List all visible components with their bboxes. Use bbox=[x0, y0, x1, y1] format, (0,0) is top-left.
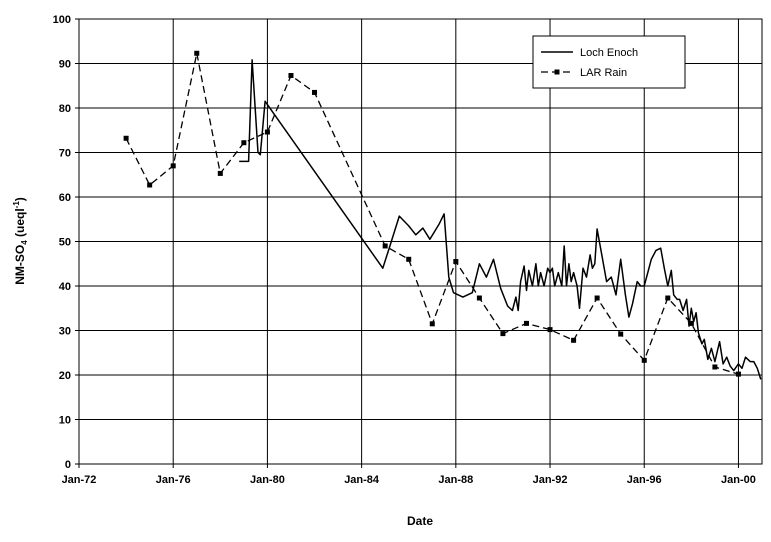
lar-rain-point bbox=[123, 135, 129, 141]
y-tick-label: 100 bbox=[53, 14, 71, 26]
lar-rain-point bbox=[429, 321, 435, 327]
lar-rain-point bbox=[264, 129, 270, 135]
lar-rain-point bbox=[500, 331, 506, 337]
y-tick-label: 70 bbox=[59, 148, 71, 160]
y-axis-title-sub: 4 bbox=[20, 240, 29, 245]
y-axis-title-sup: -1 bbox=[12, 201, 21, 209]
series-line-loch-enoch bbox=[239, 59, 762, 380]
lar-rain-point bbox=[571, 337, 577, 343]
y-tick-label: 80 bbox=[59, 103, 71, 115]
lar-rain-point bbox=[194, 50, 200, 56]
lar-rain-point bbox=[406, 256, 412, 262]
y-axis-title-unit: (ueql bbox=[13, 208, 27, 240]
lar-rain-point bbox=[523, 320, 529, 326]
y-axis-title-main: NM-SO bbox=[13, 245, 27, 285]
lar-rain-point bbox=[735, 371, 741, 377]
lar-rain-point bbox=[547, 327, 553, 333]
y-tick-label: 0 bbox=[65, 459, 71, 471]
lar-rain-point bbox=[382, 243, 388, 249]
x-tick-label: Jan-92 bbox=[533, 474, 568, 486]
y-tick-label: 10 bbox=[59, 415, 71, 427]
legend-marker-lar-rain bbox=[554, 69, 560, 75]
lar-rain-point bbox=[312, 89, 318, 95]
lar-rain-point bbox=[618, 331, 624, 337]
y-tick-label: 40 bbox=[59, 281, 71, 293]
lar-rain-point bbox=[476, 295, 482, 301]
lar-rain-point bbox=[665, 295, 671, 301]
x-axis-title: Date bbox=[407, 514, 433, 528]
x-tick-label: Jan-76 bbox=[156, 474, 191, 486]
legend-box bbox=[532, 35, 686, 89]
lar-rain-point bbox=[241, 140, 247, 146]
lar-rain-point bbox=[594, 295, 600, 301]
series-lines bbox=[123, 50, 762, 380]
lar-rain-point bbox=[641, 357, 647, 363]
legend: Loch Enoch LAR Rain bbox=[532, 35, 686, 89]
tick-labels: 0 10 20 30 40 50 60 70 80 90 100 Jan-72 Jan-76 Jan-80… bbox=[53, 14, 756, 486]
lar-rain-point bbox=[147, 182, 153, 188]
x-tick-label: Jan-96 bbox=[627, 474, 662, 486]
x-tick-label: Jan-84 bbox=[344, 474, 380, 486]
y-tick-label: 30 bbox=[59, 326, 71, 338]
y-axis-title-close: ) bbox=[13, 197, 27, 201]
x-tick-label: Jan-00 bbox=[721, 474, 756, 486]
lar-rain-point bbox=[170, 163, 176, 169]
lar-rain-point bbox=[217, 170, 223, 176]
legend-label-loch-enoch: Loch Enoch bbox=[580, 47, 638, 59]
lar-rain-point bbox=[453, 259, 459, 265]
lar-rain-point bbox=[288, 73, 294, 79]
y-tick-label: 60 bbox=[59, 192, 71, 204]
legend-label-lar-rain: LAR Rain bbox=[580, 67, 627, 79]
x-tick-label: Jan-80 bbox=[250, 474, 285, 486]
lar-rain-point bbox=[688, 320, 694, 326]
y-axis-title: NM-SO4 (ueql-1) bbox=[12, 197, 29, 285]
x-tick-label: Jan-88 bbox=[438, 474, 473, 486]
y-tick-label: 20 bbox=[59, 370, 71, 382]
x-tick-label: Jan-72 bbox=[62, 474, 97, 486]
y-tick-label: 90 bbox=[59, 59, 71, 71]
y-tick-label: 50 bbox=[59, 237, 71, 249]
lar-rain-point bbox=[712, 364, 718, 370]
